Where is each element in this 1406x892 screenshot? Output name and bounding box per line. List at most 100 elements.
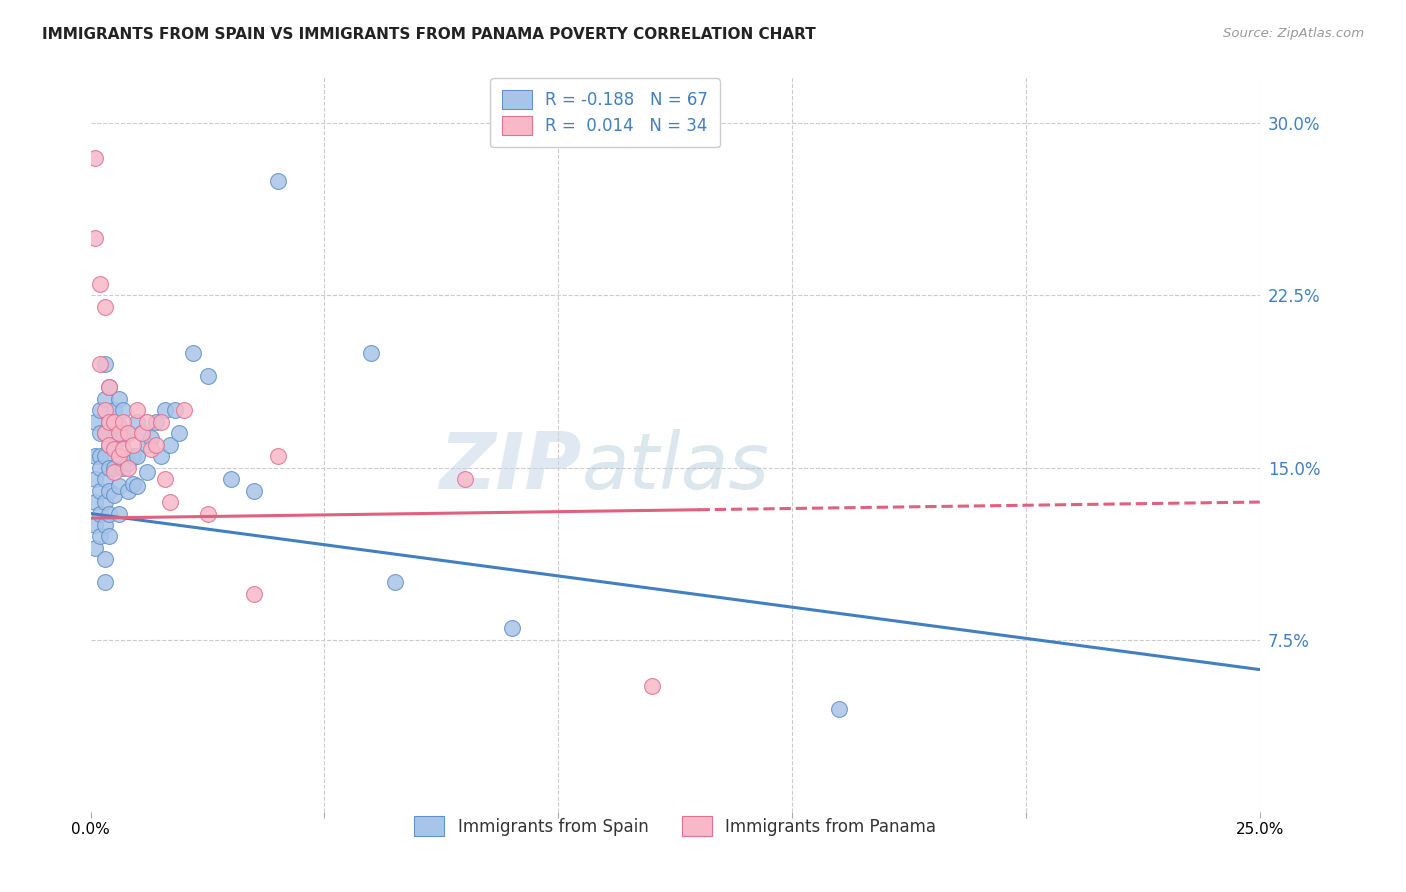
Point: [117, 460, 139, 475]
Point: [103, 460, 125, 475]
Point: [89, 449, 111, 463]
Point: [159, 437, 181, 451]
Point: [103, 415, 125, 429]
Point: [117, 456, 139, 470]
Point: [243, 483, 266, 498]
Point: [155, 472, 177, 486]
Point: [112, 442, 135, 457]
Point: [93, 449, 115, 463]
Point: [93, 495, 115, 509]
Point: [141, 431, 163, 445]
Point: [84, 231, 107, 245]
Point: [117, 426, 139, 441]
Point: [107, 419, 129, 434]
Point: [103, 488, 125, 502]
Point: [197, 507, 219, 521]
Point: [135, 465, 157, 479]
Point: [131, 426, 153, 441]
Point: [103, 442, 125, 457]
Point: [112, 431, 135, 445]
Point: [197, 368, 219, 383]
Point: [107, 479, 129, 493]
Point: [360, 346, 382, 360]
Point: [127, 449, 149, 463]
Point: [145, 415, 167, 429]
Point: [117, 483, 139, 498]
Point: [141, 442, 163, 457]
Text: Source: ZipAtlas.com: Source: ZipAtlas.com: [1223, 27, 1364, 40]
Point: [219, 472, 242, 486]
Point: [89, 426, 111, 441]
Legend: Immigrants from Spain, Immigrants from Panama: Immigrants from Spain, Immigrants from P…: [406, 808, 945, 844]
Point: [89, 483, 111, 498]
Point: [84, 495, 107, 509]
Point: [501, 621, 523, 635]
Point: [112, 460, 135, 475]
Point: [159, 495, 181, 509]
Point: [98, 483, 121, 498]
Point: [98, 529, 121, 543]
Point: [89, 403, 111, 417]
Point: [98, 380, 121, 394]
Point: [93, 403, 115, 417]
Point: [93, 518, 115, 533]
Point: [84, 518, 107, 533]
Point: [89, 277, 111, 291]
Point: [127, 403, 149, 417]
Point: [155, 403, 177, 417]
Point: [103, 465, 125, 479]
Point: [98, 437, 121, 451]
Point: [183, 346, 205, 360]
Point: [84, 541, 107, 555]
Point: [127, 479, 149, 493]
Point: [93, 300, 115, 314]
Point: [169, 426, 191, 441]
Point: [127, 415, 149, 429]
Point: [121, 449, 143, 463]
Point: [98, 460, 121, 475]
Text: ZIP: ZIP: [440, 429, 582, 505]
Text: IMMIGRANTS FROM SPAIN VS IMMIGRANTS FROM PANAMA POVERTY CORRELATION CHART: IMMIGRANTS FROM SPAIN VS IMMIGRANTS FROM…: [42, 27, 815, 42]
Point: [266, 174, 288, 188]
Point: [828, 701, 851, 715]
Point: [163, 403, 186, 417]
Point: [103, 431, 125, 445]
Point: [135, 415, 157, 429]
Point: [98, 415, 121, 429]
Point: [243, 587, 266, 601]
Point: [107, 449, 129, 463]
Point: [135, 437, 157, 451]
Point: [89, 460, 111, 475]
Point: [112, 415, 135, 429]
Point: [93, 392, 115, 406]
Point: [89, 529, 111, 543]
Point: [112, 403, 135, 417]
Point: [107, 449, 129, 463]
Point: [98, 380, 121, 394]
Point: [93, 426, 115, 441]
Point: [173, 403, 195, 417]
Text: atlas: atlas: [582, 429, 769, 505]
Point: [121, 476, 143, 491]
Point: [107, 507, 129, 521]
Point: [84, 449, 107, 463]
Point: [84, 472, 107, 486]
Point: [89, 507, 111, 521]
Point: [93, 552, 115, 566]
Point: [93, 472, 115, 486]
Point: [84, 151, 107, 165]
Point: [98, 507, 121, 521]
Point: [149, 449, 172, 463]
Point: [107, 392, 129, 406]
Point: [98, 415, 121, 429]
Point: [454, 472, 477, 486]
Point: [98, 437, 121, 451]
Point: [384, 575, 406, 590]
Point: [107, 426, 129, 441]
Point: [266, 449, 288, 463]
Point: [93, 575, 115, 590]
Point: [121, 437, 143, 451]
Point: [89, 357, 111, 371]
Point: [93, 426, 115, 441]
Point: [131, 426, 153, 441]
